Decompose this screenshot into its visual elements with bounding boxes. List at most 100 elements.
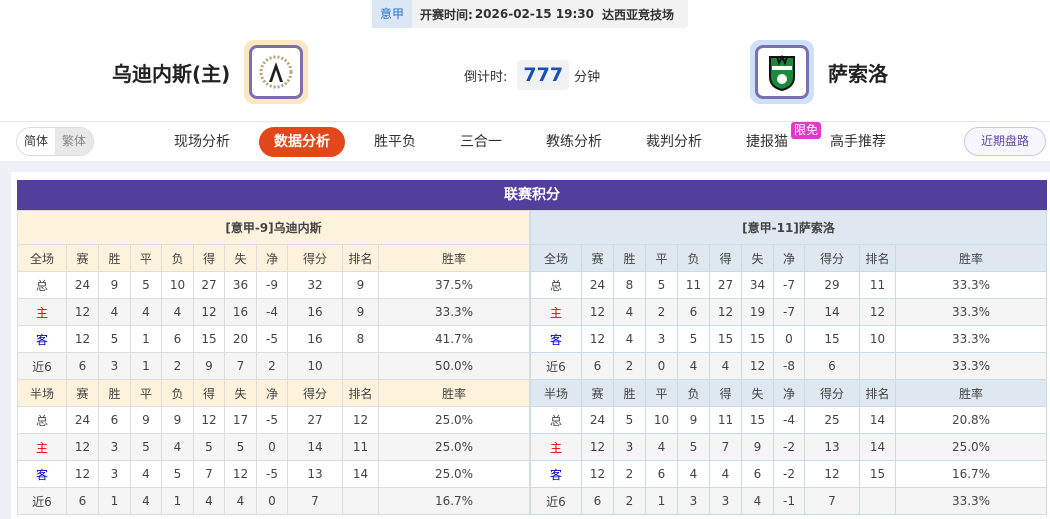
table-cell: 9 xyxy=(98,271,131,299)
table-cell: 6 xyxy=(581,352,614,380)
table-cell: 5 xyxy=(193,433,225,461)
home-team-name[interactable]: 乌迪内斯(主) xyxy=(112,61,231,86)
table-cell: 27 xyxy=(287,406,343,434)
column-header: 净 xyxy=(256,244,288,272)
column-header: 失 xyxy=(741,244,774,272)
table-cell: 4 xyxy=(613,298,646,326)
table-cell: 50.0% xyxy=(378,352,530,380)
column-header: 失 xyxy=(224,244,257,272)
table-cell xyxy=(859,352,896,380)
away-team-name[interactable]: 萨索洛 xyxy=(828,61,888,86)
column-header: 赛 xyxy=(581,244,614,272)
table-cell: 12 xyxy=(66,298,99,326)
table-cell: 5 xyxy=(645,271,678,299)
table-cell: 34 xyxy=(741,271,774,299)
lang-simplified[interactable]: 简体 xyxy=(24,134,49,148)
countdown: 倒计时: 777 分钟 xyxy=(464,60,600,90)
column-header-row: 半场赛胜平负得失净得分 排名 胜率 xyxy=(17,379,530,407)
column-header: 胜 xyxy=(613,244,646,272)
tab-win-draw-loss[interactable]: 胜平负 xyxy=(374,134,416,150)
table-cell: 3 xyxy=(98,433,131,461)
tab-referee-analysis[interactable]: 裁判分析 xyxy=(646,134,702,150)
countdown-unit: 分钟 xyxy=(574,69,601,85)
tab-live-analysis[interactable]: 现场分析 xyxy=(174,134,230,150)
table-cell: 25.0% xyxy=(378,460,530,488)
table-cell: -5 xyxy=(256,325,288,353)
table-cell: 6 xyxy=(161,325,194,353)
table-cell: 0 xyxy=(256,433,288,461)
column-header: 净 xyxy=(773,244,805,272)
table-cell: 6 xyxy=(66,487,99,515)
table-cell: 8 xyxy=(613,271,646,299)
column-header: 胜 xyxy=(98,379,131,407)
table-row: 总 24 6 9 9 12 17 -5 27 12 25.0% xyxy=(17,406,530,434)
nav-bar: 简体 繁体 现场分析 数据分析 胜平负 三合一 教练分析 裁判分析 捷报猫 限免… xyxy=(0,121,1050,161)
table-cell: 12 xyxy=(66,433,99,461)
table-cell: 14 xyxy=(859,406,896,434)
team-header: [意甲-9]乌迪内斯 xyxy=(17,210,530,245)
table-cell: 11 xyxy=(677,271,710,299)
table-cell: 14 xyxy=(859,433,896,461)
table-cell: 15 xyxy=(741,325,774,353)
away-standings-table: [意甲-11]萨索洛 全场赛胜平负得失净得分 排名 胜率总 24 8 5 11 27 34 -7 29… xyxy=(530,210,1047,515)
column-header: 排名 xyxy=(342,244,379,272)
table-cell: 4 xyxy=(193,487,225,515)
table-cell: 4 xyxy=(677,352,710,380)
table-cell: 6 xyxy=(581,487,614,515)
table-cell: 5 xyxy=(130,433,162,461)
table-cell: 32 xyxy=(287,271,343,299)
row-label: 近6 xyxy=(17,352,67,380)
column-header: 负 xyxy=(161,244,194,272)
table-cell: 9 xyxy=(677,406,710,434)
table-cell: 16 xyxy=(287,298,343,326)
table-cell: 9 xyxy=(741,433,774,461)
table-cell: 15 xyxy=(709,325,742,353)
table-cell: 20 xyxy=(224,325,257,353)
table-cell: 6 xyxy=(804,352,860,380)
table-cell: 27 xyxy=(193,271,225,299)
column-header: 负 xyxy=(677,244,710,272)
table-cell: 2 xyxy=(613,487,646,515)
table-cell: 15 xyxy=(859,460,896,488)
table-cell: 12 xyxy=(741,352,774,380)
table-cell: 4 xyxy=(98,298,131,326)
column-header: 得分 xyxy=(287,379,343,407)
table-cell: 6 xyxy=(98,406,131,434)
table-cell: 29 xyxy=(804,271,860,299)
table-cell: 13 xyxy=(287,460,343,488)
column-header: 得分 xyxy=(804,379,860,407)
table-cell: -4 xyxy=(256,298,288,326)
table-cell: 10 xyxy=(287,352,343,380)
table-cell: 15 xyxy=(741,406,774,434)
table-cell: 12 xyxy=(804,460,860,488)
sassuolo-crest-icon xyxy=(769,54,795,91)
table-cell: 12 xyxy=(709,298,742,326)
table-cell: 24 xyxy=(66,271,99,299)
tab-data-analysis[interactable]: 数据分析 xyxy=(259,127,345,157)
row-label: 总 xyxy=(530,406,582,434)
table-row: 主 12 3 4 5 7 9 -2 13 14 25.0% xyxy=(530,433,1047,461)
home-team-logo[interactable] xyxy=(244,40,309,104)
tab-coach-analysis[interactable]: 教练分析 xyxy=(546,134,602,150)
table-cell: 4 xyxy=(130,460,162,488)
team-header-row: [意甲-9]乌迪内斯 xyxy=(17,210,530,245)
lang-traditional[interactable]: 繁体 xyxy=(55,128,94,155)
table-cell: 10 xyxy=(161,271,194,299)
tab-expert-picks[interactable]: 高手推荐 xyxy=(830,134,886,150)
table-cell: -5 xyxy=(256,460,288,488)
table-cell: 1 xyxy=(130,325,162,353)
away-team-logo[interactable] xyxy=(750,40,814,104)
table-cell: 37.5% xyxy=(378,271,530,299)
league-tag[interactable]: 意甲 xyxy=(372,0,413,28)
tab-jiebaomao[interactable]: 捷报猫 xyxy=(746,134,788,150)
recent-odds-button[interactable]: 近期盘路 xyxy=(964,127,1046,156)
table-cell: 7 xyxy=(287,487,343,515)
table-cell: 11 xyxy=(342,433,379,461)
table-cell: 11 xyxy=(859,271,896,299)
tab-three-in-one[interactable]: 三合一 xyxy=(460,134,502,150)
table-row: 客 12 2 6 4 4 6 -2 12 15 16.7% xyxy=(530,460,1047,488)
column-header-row: 全场赛胜平负得失净得分 排名 胜率 xyxy=(530,244,1047,272)
table-cell: 7 xyxy=(709,433,742,461)
table-cell xyxy=(342,352,379,380)
table-row: 近6 6 2 1 3 3 4 -1 7 33.3% xyxy=(530,487,1047,515)
